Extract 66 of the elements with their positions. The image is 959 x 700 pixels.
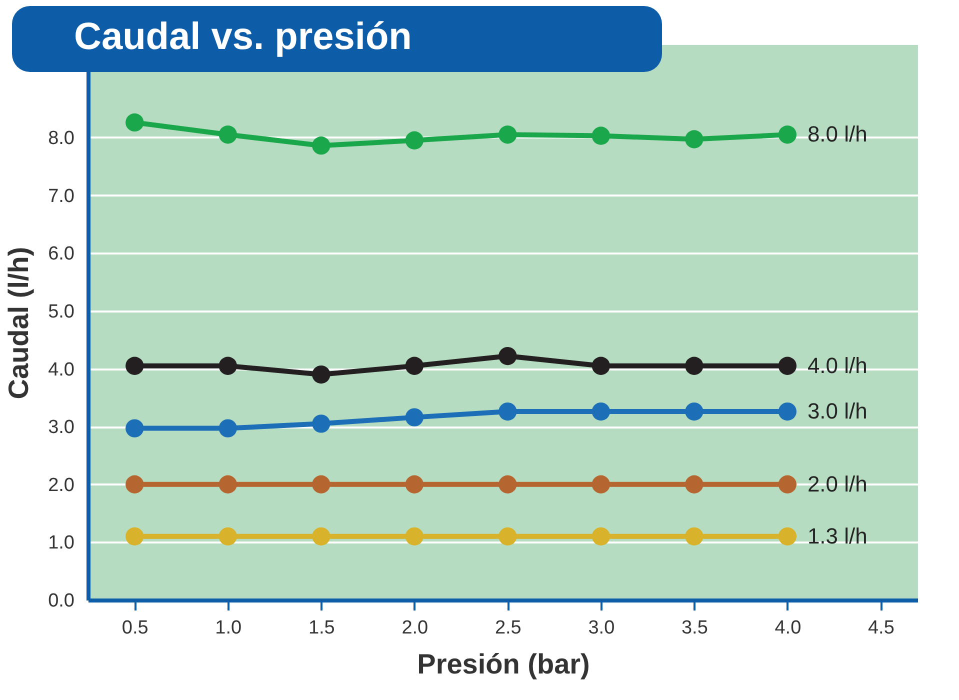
point xyxy=(312,136,330,155)
point xyxy=(405,527,424,546)
point xyxy=(218,419,237,438)
point xyxy=(126,419,144,438)
point xyxy=(592,475,610,494)
x-axis-title: Presión (bar) xyxy=(417,648,590,680)
series-label: 2.0 l/h xyxy=(807,471,868,496)
point xyxy=(218,126,237,144)
point xyxy=(405,475,424,494)
point xyxy=(498,527,517,546)
y-tick-label: 5.0 xyxy=(48,301,74,322)
x-tick-label: 1.5 xyxy=(308,618,335,638)
x-tick-label: 4.5 xyxy=(868,618,894,638)
point xyxy=(592,402,610,421)
y-tick-label: 4.0 xyxy=(48,359,74,380)
point xyxy=(126,475,144,494)
chart-title: Caudal vs. presión xyxy=(74,15,412,60)
point xyxy=(405,356,424,375)
y-tick-label: 3.0 xyxy=(48,417,74,438)
point xyxy=(312,475,330,494)
point xyxy=(778,402,797,421)
point xyxy=(778,475,797,494)
point xyxy=(312,365,330,384)
point xyxy=(685,527,704,546)
point xyxy=(498,126,517,144)
series-label: 1.3 l/h xyxy=(807,523,868,548)
point xyxy=(592,527,610,546)
point xyxy=(778,126,797,144)
x-tick-label: 3.0 xyxy=(588,618,615,638)
series-label: 3.0 l/h xyxy=(807,398,868,424)
point xyxy=(685,356,704,375)
x-tick-label: 0.5 xyxy=(122,618,148,638)
point xyxy=(126,527,144,546)
point xyxy=(592,126,610,145)
point xyxy=(498,346,517,366)
point xyxy=(685,130,704,148)
x-tick-label: 4.0 xyxy=(774,618,802,638)
y-tick-label: 1.0 xyxy=(48,532,74,554)
point xyxy=(405,408,424,426)
point xyxy=(498,402,517,421)
point xyxy=(126,113,144,132)
point xyxy=(218,475,237,494)
point xyxy=(405,131,424,150)
point xyxy=(685,475,704,494)
point xyxy=(126,356,144,375)
y-tick-label: 6.0 xyxy=(48,244,74,265)
x-tick-label: 3.5 xyxy=(681,618,708,638)
point xyxy=(312,527,330,546)
y-tick-label: 8.0 xyxy=(48,128,74,149)
point xyxy=(592,356,610,375)
x-tick-label: 1.0 xyxy=(215,618,242,638)
point xyxy=(778,527,797,546)
series-label: 4.0 l/h xyxy=(807,352,868,378)
y-tick-label: 0.0 xyxy=(48,590,74,612)
point xyxy=(312,414,330,433)
y-tick-label: 2.0 xyxy=(48,474,74,496)
x-tick-label: 2.0 xyxy=(402,618,428,638)
x-tick-label: 2.5 xyxy=(494,618,522,638)
point xyxy=(778,356,797,375)
point xyxy=(218,356,237,375)
y-axis-title: Caudal (l/h) xyxy=(3,246,34,400)
point xyxy=(498,475,517,494)
y-tick-label: 7.0 xyxy=(48,186,74,207)
point xyxy=(685,402,704,421)
series-label: 8.0 l/h xyxy=(807,122,868,147)
point xyxy=(218,527,237,546)
